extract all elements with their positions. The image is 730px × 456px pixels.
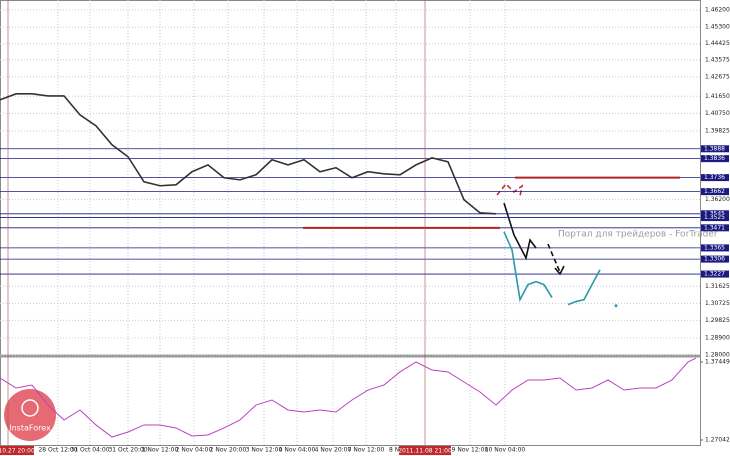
level-label: 1.3736 bbox=[704, 174, 725, 181]
level-label: 1.3227 bbox=[704, 271, 725, 278]
y-tick-label: 1.27042 bbox=[705, 437, 730, 444]
price-line bbox=[0, 357, 697, 438]
level-label-box bbox=[701, 224, 729, 232]
y-tick-label: 1.36200 bbox=[705, 196, 730, 203]
x-tick-label: 7 Nov 12:00 bbox=[348, 447, 385, 454]
y-tick-label: 1.30725 bbox=[705, 300, 730, 307]
x-tick-label: 3 Nov 12:00 bbox=[246, 447, 283, 454]
x-tick-label: 9 Nov 12:00 bbox=[452, 447, 489, 454]
level-label: 1.3525 bbox=[704, 214, 725, 221]
price-line bbox=[0, 93, 497, 215]
level-label: 1.3306 bbox=[704, 256, 725, 263]
y-tick-label: 1.37449 bbox=[705, 358, 730, 365]
x-tick-label: 28 Oct 12:00 bbox=[38, 447, 77, 454]
x-tick-label: 8 No bbox=[389, 447, 403, 454]
level-label-box bbox=[701, 188, 729, 196]
price-point bbox=[614, 304, 618, 308]
y-tick-label: 1.42675 bbox=[705, 73, 730, 80]
level-label: 1.3836 bbox=[704, 155, 725, 162]
cursor-label: 2011.10.27 20:00 bbox=[0, 448, 35, 455]
level-label-box bbox=[701, 155, 729, 163]
y-tick-label: 1.44425 bbox=[705, 40, 730, 47]
x-tick-label: 1 Nov 12:00 bbox=[142, 447, 179, 454]
logo-badge bbox=[4, 389, 56, 441]
y-tick-label: 1.28000 bbox=[705, 352, 730, 359]
x-tick-label: 31 Oct 04:00 bbox=[70, 447, 109, 454]
level-label: 1.3662 bbox=[704, 188, 725, 195]
level-label: 1.3365 bbox=[704, 244, 725, 251]
y-tick-label: 1.45300 bbox=[705, 24, 730, 31]
price-line bbox=[503, 231, 553, 303]
level-label: 1.3471 bbox=[704, 224, 725, 231]
x-tick-label: 2 Nov 04:00 bbox=[176, 447, 213, 454]
cursor-label-box bbox=[0, 446, 34, 455]
level-label-box bbox=[701, 174, 729, 182]
level-label-box bbox=[701, 145, 729, 153]
logo-icon bbox=[21, 399, 39, 417]
level-label-box bbox=[701, 210, 729, 218]
y-tick-label: 1.28900 bbox=[705, 334, 730, 341]
level-label-box bbox=[701, 255, 729, 263]
level-label-box bbox=[701, 270, 729, 278]
x-tick-label: 2 Nov 20:00 bbox=[210, 447, 247, 454]
level-label: 1.3888 bbox=[704, 145, 725, 152]
grid-layer bbox=[0, 0, 701, 446]
x-tick-label: 4 Nov 04:00 bbox=[279, 447, 316, 454]
plot-frame bbox=[0, 0, 701, 446]
cursor-label: 2011.11.08 21:00 bbox=[398, 448, 452, 455]
y-tick-label: 1.39825 bbox=[705, 127, 730, 134]
logo: InstaForex bbox=[4, 389, 56, 441]
y-tick-label: 1.31625 bbox=[705, 283, 730, 290]
y-tick-label: 1.29825 bbox=[705, 317, 730, 324]
x-tick-label: 4 Nov 20:00 bbox=[315, 447, 352, 454]
y-tick-label: 1.46200 bbox=[705, 7, 730, 14]
cursor-label-box bbox=[399, 446, 451, 455]
level-label-box bbox=[701, 244, 729, 252]
watermark: Портал для трейдеров - ForTrader bbox=[558, 230, 718, 240]
level-label-box bbox=[701, 214, 729, 222]
forecast-arrow bbox=[503, 202, 537, 261]
x-tick-label: 31 Oct 20:00 bbox=[108, 447, 147, 454]
x-tick-label: 10 Nov 04:00 bbox=[485, 447, 526, 454]
y-tick-label: 1.41650 bbox=[705, 93, 730, 100]
level-label: 1.3545 bbox=[704, 210, 725, 217]
y-tick-label: 1.40750 bbox=[705, 110, 730, 117]
logo-text: InstaForex bbox=[9, 424, 51, 433]
price-line bbox=[567, 269, 601, 306]
y-tick-label: 1.43575 bbox=[705, 56, 730, 63]
